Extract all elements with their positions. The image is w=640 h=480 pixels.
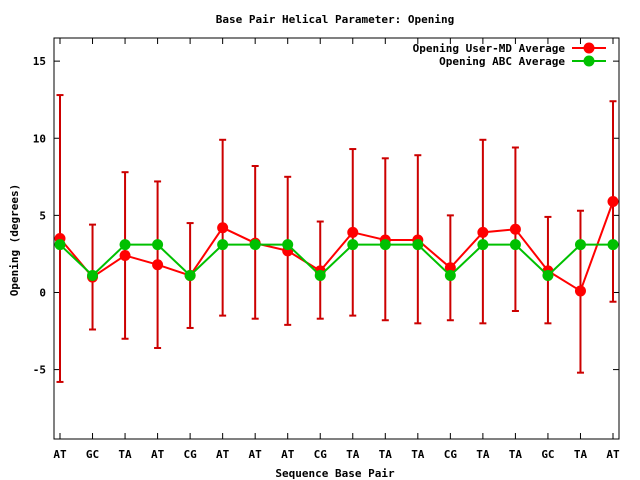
data-point-user-md: [217, 222, 229, 234]
x-tick-label: AT: [151, 448, 165, 461]
legend-marker: [583, 42, 595, 54]
y-tick-label: 10: [33, 132, 46, 145]
data-point-abc: [509, 239, 521, 251]
data-point-user-md: [607, 195, 619, 207]
x-tick-label: TA: [509, 448, 523, 461]
legend-marker: [583, 55, 595, 67]
x-tick-label: GC: [541, 448, 554, 461]
data-point-abc: [444, 270, 456, 282]
legend-label: Opening User-MD Average: [413, 42, 566, 55]
data-point-abc: [607, 239, 619, 251]
data-point-abc: [412, 239, 424, 251]
y-tick-label: -5: [33, 364, 46, 377]
x-tick-label: AT: [216, 448, 230, 461]
x-axis-label: Sequence Base Pair: [275, 467, 395, 480]
y-axis-label: Opening (degrees): [8, 184, 21, 297]
y-tick-label: 5: [39, 209, 46, 222]
y-tick-label: 15: [33, 55, 46, 68]
x-tick-label: TA: [476, 448, 490, 461]
y-tick-label: 0: [39, 286, 46, 299]
data-point-abc: [347, 239, 359, 251]
data-point-abc: [87, 270, 99, 282]
data-point-user-md: [477, 226, 489, 238]
x-tick-label: TA: [574, 448, 588, 461]
data-point-abc: [217, 239, 229, 251]
data-point-abc: [282, 239, 294, 251]
data-point-abc: [574, 239, 586, 251]
data-point-user-md: [444, 262, 456, 274]
x-tick-label: CG: [183, 448, 197, 461]
x-tick-label: TA: [379, 448, 393, 461]
axes: 15 10 5 0 -5 AT GC TA AT CG AT AT AT CG TA TA TA CG TA TA GC…: [33, 37, 620, 461]
x-tick-label: TA: [346, 448, 360, 461]
plot-area: [54, 94, 619, 383]
data-point-abc: [314, 270, 326, 282]
x-tick-label: AT: [53, 448, 67, 461]
data-point-user-md: [152, 259, 164, 271]
x-tick-label: CG: [444, 448, 458, 461]
data-point-user-md: [574, 285, 586, 297]
chart-title: Base Pair Helical Parameter: Opening: [216, 13, 454, 26]
data-point-abc: [54, 239, 66, 251]
data-point-user-md: [119, 249, 131, 261]
data-point-abc: [249, 239, 261, 251]
plot-frame: [53, 37, 620, 440]
data-point-abc: [119, 239, 131, 251]
x-tick-label: CG: [314, 448, 328, 461]
data-point-abc: [379, 239, 391, 251]
x-tick-label: GC: [86, 448, 99, 461]
data-point-abc: [152, 239, 164, 251]
legend-label: Opening ABC Average: [439, 55, 565, 68]
x-tick-label: AT: [606, 448, 620, 461]
data-point-abc: [542, 270, 554, 282]
x-tick-label: AT: [249, 448, 263, 461]
data-point-user-md: [509, 223, 521, 235]
data-point-user-md: [347, 226, 359, 238]
x-tick-label: TA: [118, 448, 132, 461]
series-line-user-md: [59, 201, 614, 293]
data-point-abc: [184, 270, 196, 282]
x-tick-label: AT: [281, 448, 295, 461]
x-tick-label: TA: [411, 448, 425, 461]
data-point-abc: [477, 239, 489, 251]
